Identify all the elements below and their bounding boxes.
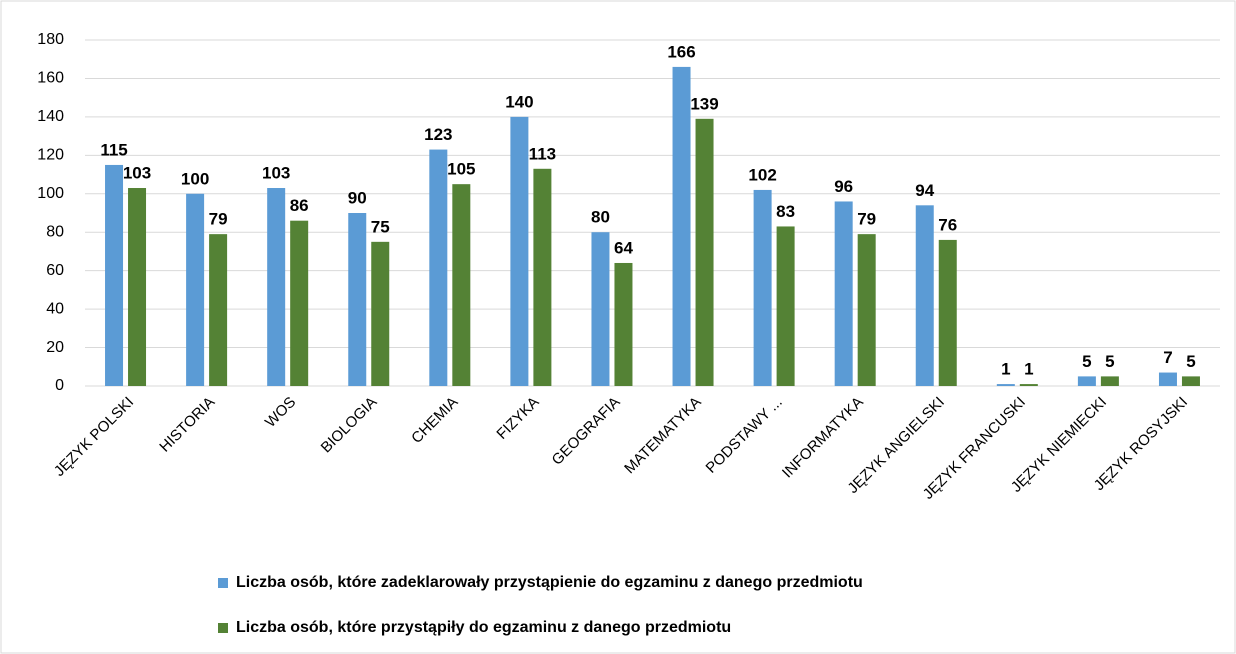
value-label: 113 xyxy=(529,144,556,163)
y-tick-label: 180 xyxy=(37,31,64,48)
y-tick-label: 40 xyxy=(46,300,64,317)
bar xyxy=(672,66,691,387)
value-label: 105 xyxy=(447,160,475,179)
bar xyxy=(371,241,390,386)
y-tick-label: 120 xyxy=(37,147,64,164)
bar xyxy=(857,234,876,386)
value-label: 140 xyxy=(505,92,533,111)
bar xyxy=(209,234,228,386)
value-label: 1 xyxy=(1024,360,1033,379)
value-label: 1 xyxy=(1001,360,1010,379)
value-label: 94 xyxy=(915,181,934,200)
value-label: 7 xyxy=(1163,348,1172,367)
bar xyxy=(105,164,124,386)
y-tick-label: 160 xyxy=(37,70,64,87)
bar xyxy=(128,188,147,386)
legend-label: Liczba osób, które zadeklarowały przystą… xyxy=(236,574,863,591)
value-label: 139 xyxy=(690,94,718,113)
y-tick-label: 140 xyxy=(37,108,64,125)
value-label: 166 xyxy=(667,42,695,61)
bar xyxy=(1158,372,1177,386)
bar xyxy=(1077,376,1096,386)
value-label: 75 xyxy=(371,217,390,236)
value-label: 5 xyxy=(1082,352,1091,371)
y-tick-label: 0 xyxy=(55,377,64,394)
bar xyxy=(938,239,957,386)
value-label: 115 xyxy=(100,140,127,159)
bar xyxy=(267,188,286,386)
value-label: 83 xyxy=(776,202,795,221)
bar xyxy=(1100,376,1119,386)
bar xyxy=(429,149,448,386)
legend-swatch xyxy=(218,623,228,633)
value-label: 103 xyxy=(123,163,151,182)
bar xyxy=(915,205,934,386)
value-label: 5 xyxy=(1105,352,1114,371)
y-tick-label: 80 xyxy=(46,223,64,240)
value-label: 79 xyxy=(857,210,876,229)
y-tick-label: 60 xyxy=(46,262,64,279)
bar xyxy=(290,220,309,386)
value-label: 123 xyxy=(424,125,452,144)
bar xyxy=(591,232,610,386)
y-tick-label: 100 xyxy=(37,185,64,202)
bar xyxy=(776,226,795,386)
bar xyxy=(533,168,552,386)
value-label: 79 xyxy=(209,210,228,229)
bar xyxy=(1019,384,1038,386)
value-label: 86 xyxy=(290,196,309,215)
legend-label: Liczba osób, które przystąpiły do egzami… xyxy=(236,619,731,636)
value-label: 103 xyxy=(262,163,290,182)
bar xyxy=(996,384,1015,386)
bar xyxy=(452,184,471,386)
legend-swatch xyxy=(218,578,228,588)
value-label: 102 xyxy=(748,165,776,184)
bar xyxy=(834,201,853,386)
bar xyxy=(753,189,772,386)
value-label: 5 xyxy=(1186,352,1195,371)
y-tick-label: 20 xyxy=(46,339,64,356)
value-label: 76 xyxy=(938,215,957,234)
bar xyxy=(1181,376,1200,386)
value-label: 100 xyxy=(181,169,209,188)
bar xyxy=(186,193,205,386)
bar xyxy=(695,118,714,387)
bar xyxy=(348,213,367,386)
value-label: 96 xyxy=(834,177,853,196)
value-label: 90 xyxy=(348,188,367,207)
value-label: 80 xyxy=(591,208,610,227)
value-label: 64 xyxy=(614,238,633,257)
bar xyxy=(510,116,529,386)
bar xyxy=(614,262,633,386)
